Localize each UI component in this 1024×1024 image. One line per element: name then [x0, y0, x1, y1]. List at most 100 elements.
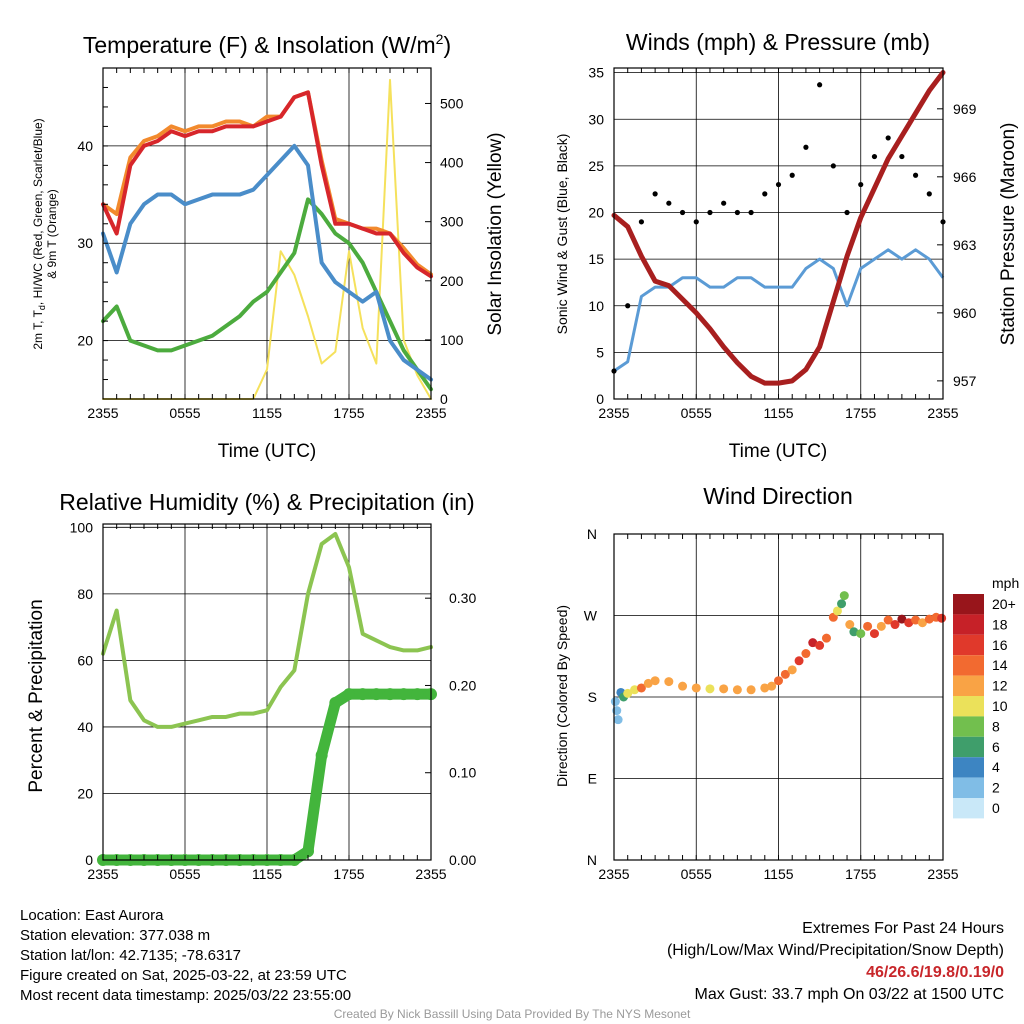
x-tick-label: 1155	[252, 866, 282, 882]
colorbar-swatch	[953, 798, 984, 819]
direction-point	[849, 627, 859, 637]
x-tick-label: 0555	[169, 866, 200, 882]
humidity-ticks: 2355 0555 1155 1755 23550204060801000.000.10…	[70, 519, 477, 882]
y-tick-label: 30	[77, 235, 93, 251]
station-latlon: Station lat/lon: 42.7135; -78.6317	[20, 947, 242, 964]
y2-tick-label: 957	[953, 373, 977, 389]
direction-point	[610, 697, 620, 707]
gust-point	[721, 200, 727, 206]
winds-xlabel: Time (UTC)	[729, 441, 828, 462]
direction-point	[911, 615, 921, 625]
precip-point	[343, 688, 355, 701]
colorbar-label: 20+	[992, 596, 1016, 612]
direction-point	[746, 685, 756, 695]
colorbar-label: 8	[992, 718, 1000, 734]
direction-point	[780, 669, 790, 679]
direction-point	[636, 683, 646, 693]
x-tick-label: 0555	[169, 405, 200, 421]
direction-point	[924, 614, 934, 624]
colorbar-swatch	[953, 594, 984, 615]
colorbar-swatch	[953, 757, 984, 778]
station-location: Location: East Aurora	[20, 907, 164, 924]
temperature-series	[101, 78, 433, 400]
precip-point	[329, 696, 342, 709]
gust-point	[830, 163, 836, 169]
x-tick-label: 1755	[333, 405, 364, 421]
y-tick-label: 25	[588, 158, 604, 174]
direction-point	[837, 599, 847, 609]
max-gust: Max Gust: 33.7 mph On 03/22 at 1500 UTC	[694, 986, 1005, 1003]
y-tick-label: W	[584, 608, 598, 624]
y2-tick-label: 966	[953, 169, 977, 185]
x-tick-label: 2355	[927, 866, 958, 882]
y2-tick-label: 100	[440, 332, 464, 348]
winds-ylabel: Sonic Wind & Gust (Blue, Black)	[554, 134, 570, 335]
y-tick-label: 35	[588, 65, 604, 81]
direction-point	[937, 613, 947, 623]
y-tick-label: 60	[77, 652, 93, 668]
temperature-title-sup: 2	[436, 31, 444, 47]
figure-created: Figure created on Sat, 2025-03-22, at 23…	[20, 967, 347, 984]
temperature-ylabel-part2: , HI/WC (Red, Green, Scarlet/Blue)	[31, 118, 45, 305]
temperature-panel: Temperature (F) & Insolation (W/m2) 2355…	[31, 31, 506, 462]
gust-point	[858, 181, 864, 188]
x-tick-label: 0555	[681, 866, 712, 882]
y-tick-label: 10	[588, 298, 604, 314]
station-elevation: Station elevation: 377.038 m	[20, 927, 211, 944]
colorbar-label: 14	[992, 657, 1008, 673]
precip-point	[397, 688, 410, 701]
direction-point	[808, 638, 818, 648]
temperature-title-main: Temperature (F) & Insolation (W/m	[83, 32, 436, 58]
direction-point	[890, 620, 900, 630]
x-tick-label: 1755	[845, 866, 876, 882]
x-tick-label: 2355	[598, 405, 629, 421]
direction-point	[832, 606, 842, 616]
gust-point	[679, 209, 686, 216]
gust-point	[926, 191, 932, 197]
extremes-values: 46/26.6/19.8/0.19/0	[866, 964, 1004, 981]
colorbar-label: 6	[992, 739, 1000, 755]
colorbar-swatch	[953, 655, 984, 676]
temperature-ticks: 2355 0555 1155 1755 235520304001002003004005…	[77, 68, 464, 421]
y-tick-label: E	[588, 771, 597, 787]
y-tick-label: N	[587, 852, 597, 868]
y-tick-label: 30	[588, 111, 604, 127]
x-tick-label: 1155	[763, 866, 793, 882]
colorbar-swatch	[953, 736, 984, 758]
credit-line: Created By Nick Bassill Using Data Provi…	[333, 1007, 691, 1021]
y2-tick-label: 400	[440, 155, 464, 171]
winds-grid	[613, 68, 944, 400]
gust-point	[899, 153, 905, 160]
direction-series	[610, 591, 947, 725]
temperature-xlabel: Time (UTC)	[218, 441, 317, 462]
x-tick-label: 2355	[87, 405, 118, 421]
gust-point	[638, 219, 645, 225]
y2-tick-label: 0.30	[449, 590, 476, 606]
direction-point	[794, 656, 804, 666]
gust-point	[707, 209, 713, 216]
colorbar-label: 10	[992, 698, 1008, 714]
colorbar-label: 16	[992, 637, 1008, 653]
gust-point	[885, 135, 891, 141]
temperature-ylabel-part1: 2m T, T	[31, 309, 45, 349]
direction-point	[883, 615, 893, 625]
gust-point	[652, 191, 658, 197]
y-tick-label: 40	[77, 719, 93, 735]
humidity-title: Relative Humidity (%) & Precipitation (i…	[59, 489, 474, 515]
winds-series	[611, 70, 946, 386]
direction-point	[623, 688, 633, 698]
direction-point	[897, 614, 907, 624]
direction-point	[815, 640, 825, 650]
humidity-ylabel: Percent & Precipitation	[26, 599, 47, 792]
temperature-title-end: )	[443, 32, 451, 58]
series-relative-humidity	[101, 531, 433, 729]
colorbar-label: 4	[992, 759, 1000, 775]
winds-y2label: Station Pressure (Maroon)	[998, 123, 1019, 346]
x-tick-label: 1755	[333, 866, 364, 882]
y2-tick-label: 300	[440, 214, 464, 230]
y2-tick-label: 200	[440, 273, 464, 289]
direction-point	[705, 684, 715, 694]
y-tick-label: S	[588, 689, 597, 705]
